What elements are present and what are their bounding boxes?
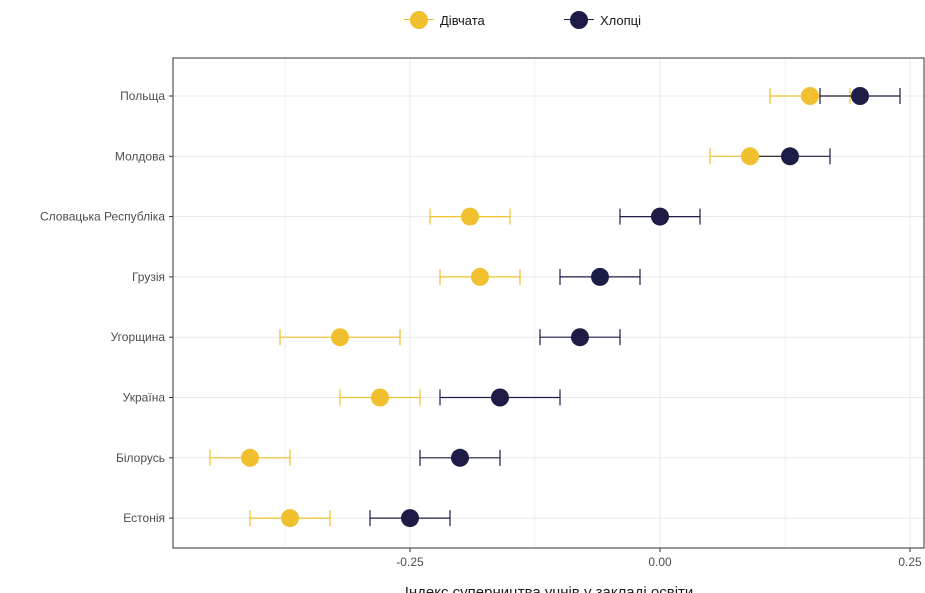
x-axis-title: Індекс суперництва учнів у закладі освіт… (405, 584, 694, 593)
data-point (471, 267, 489, 286)
x-tick-label: 0.25 (898, 555, 922, 569)
y-tick-label: Угорщина (111, 330, 166, 344)
data-marks (209, 87, 901, 528)
data-point (331, 328, 349, 347)
points-boys (401, 87, 869, 528)
data-point (741, 147, 759, 166)
data-point (371, 388, 389, 407)
x-tick-label: 0.00 (648, 555, 672, 569)
y-tick-label: Грузія (132, 270, 165, 284)
data-point (591, 267, 609, 286)
y-tick-label: Естонія (123, 511, 165, 525)
legend-item-girls: Дівчата (404, 8, 485, 32)
legend-label-boys: Хлопці (600, 12, 642, 28)
legend-item-boys: Хлопці (564, 8, 642, 32)
y-tick-label: Польща (120, 89, 165, 103)
legend-swatch-boys (564, 11, 594, 29)
y-tick-label: Україна (123, 391, 166, 405)
data-point (491, 388, 509, 407)
data-point (461, 207, 479, 226)
data-point (651, 207, 669, 226)
data-point (451, 448, 469, 467)
x-tick-label: -0.25 (396, 555, 424, 569)
legend-label-girls: Дівчата (440, 12, 485, 28)
data-point (571, 328, 589, 347)
series-boys (369, 88, 901, 527)
grid (173, 58, 925, 548)
x-axis: -0.25 0.00 0.25 (396, 548, 922, 569)
data-point (241, 448, 259, 467)
plot-panel-border (172, 57, 925, 549)
data-point (851, 87, 869, 105)
y-tick-labels: Польща Молдова Словацька Республіка Грузія У… (40, 89, 173, 525)
data-point (801, 87, 819, 105)
legend: Дівчата Хлопці (0, 8, 925, 32)
y-tick-label: Молдова (115, 149, 165, 163)
points-girls (241, 87, 819, 528)
y-tick-label: Словацька Республіка (40, 210, 165, 224)
data-point (281, 509, 299, 528)
legend-swatch-girls (404, 11, 434, 29)
y-tick-label: Білорусь (116, 451, 165, 465)
data-point (401, 509, 419, 528)
data-point (781, 147, 799, 166)
